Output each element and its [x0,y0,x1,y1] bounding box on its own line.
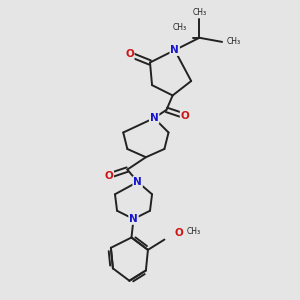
Text: N: N [150,113,158,123]
Text: CH₃: CH₃ [226,38,240,46]
Text: CH₃: CH₃ [187,227,201,236]
Text: O: O [104,171,113,181]
Text: N: N [129,214,138,224]
Text: CH₃: CH₃ [192,8,206,17]
Text: O: O [175,228,183,239]
Text: O: O [125,49,134,59]
Text: CH₃: CH₃ [173,23,187,32]
Text: O: O [181,111,189,121]
Text: N: N [133,177,142,187]
Text: N: N [170,45,179,55]
